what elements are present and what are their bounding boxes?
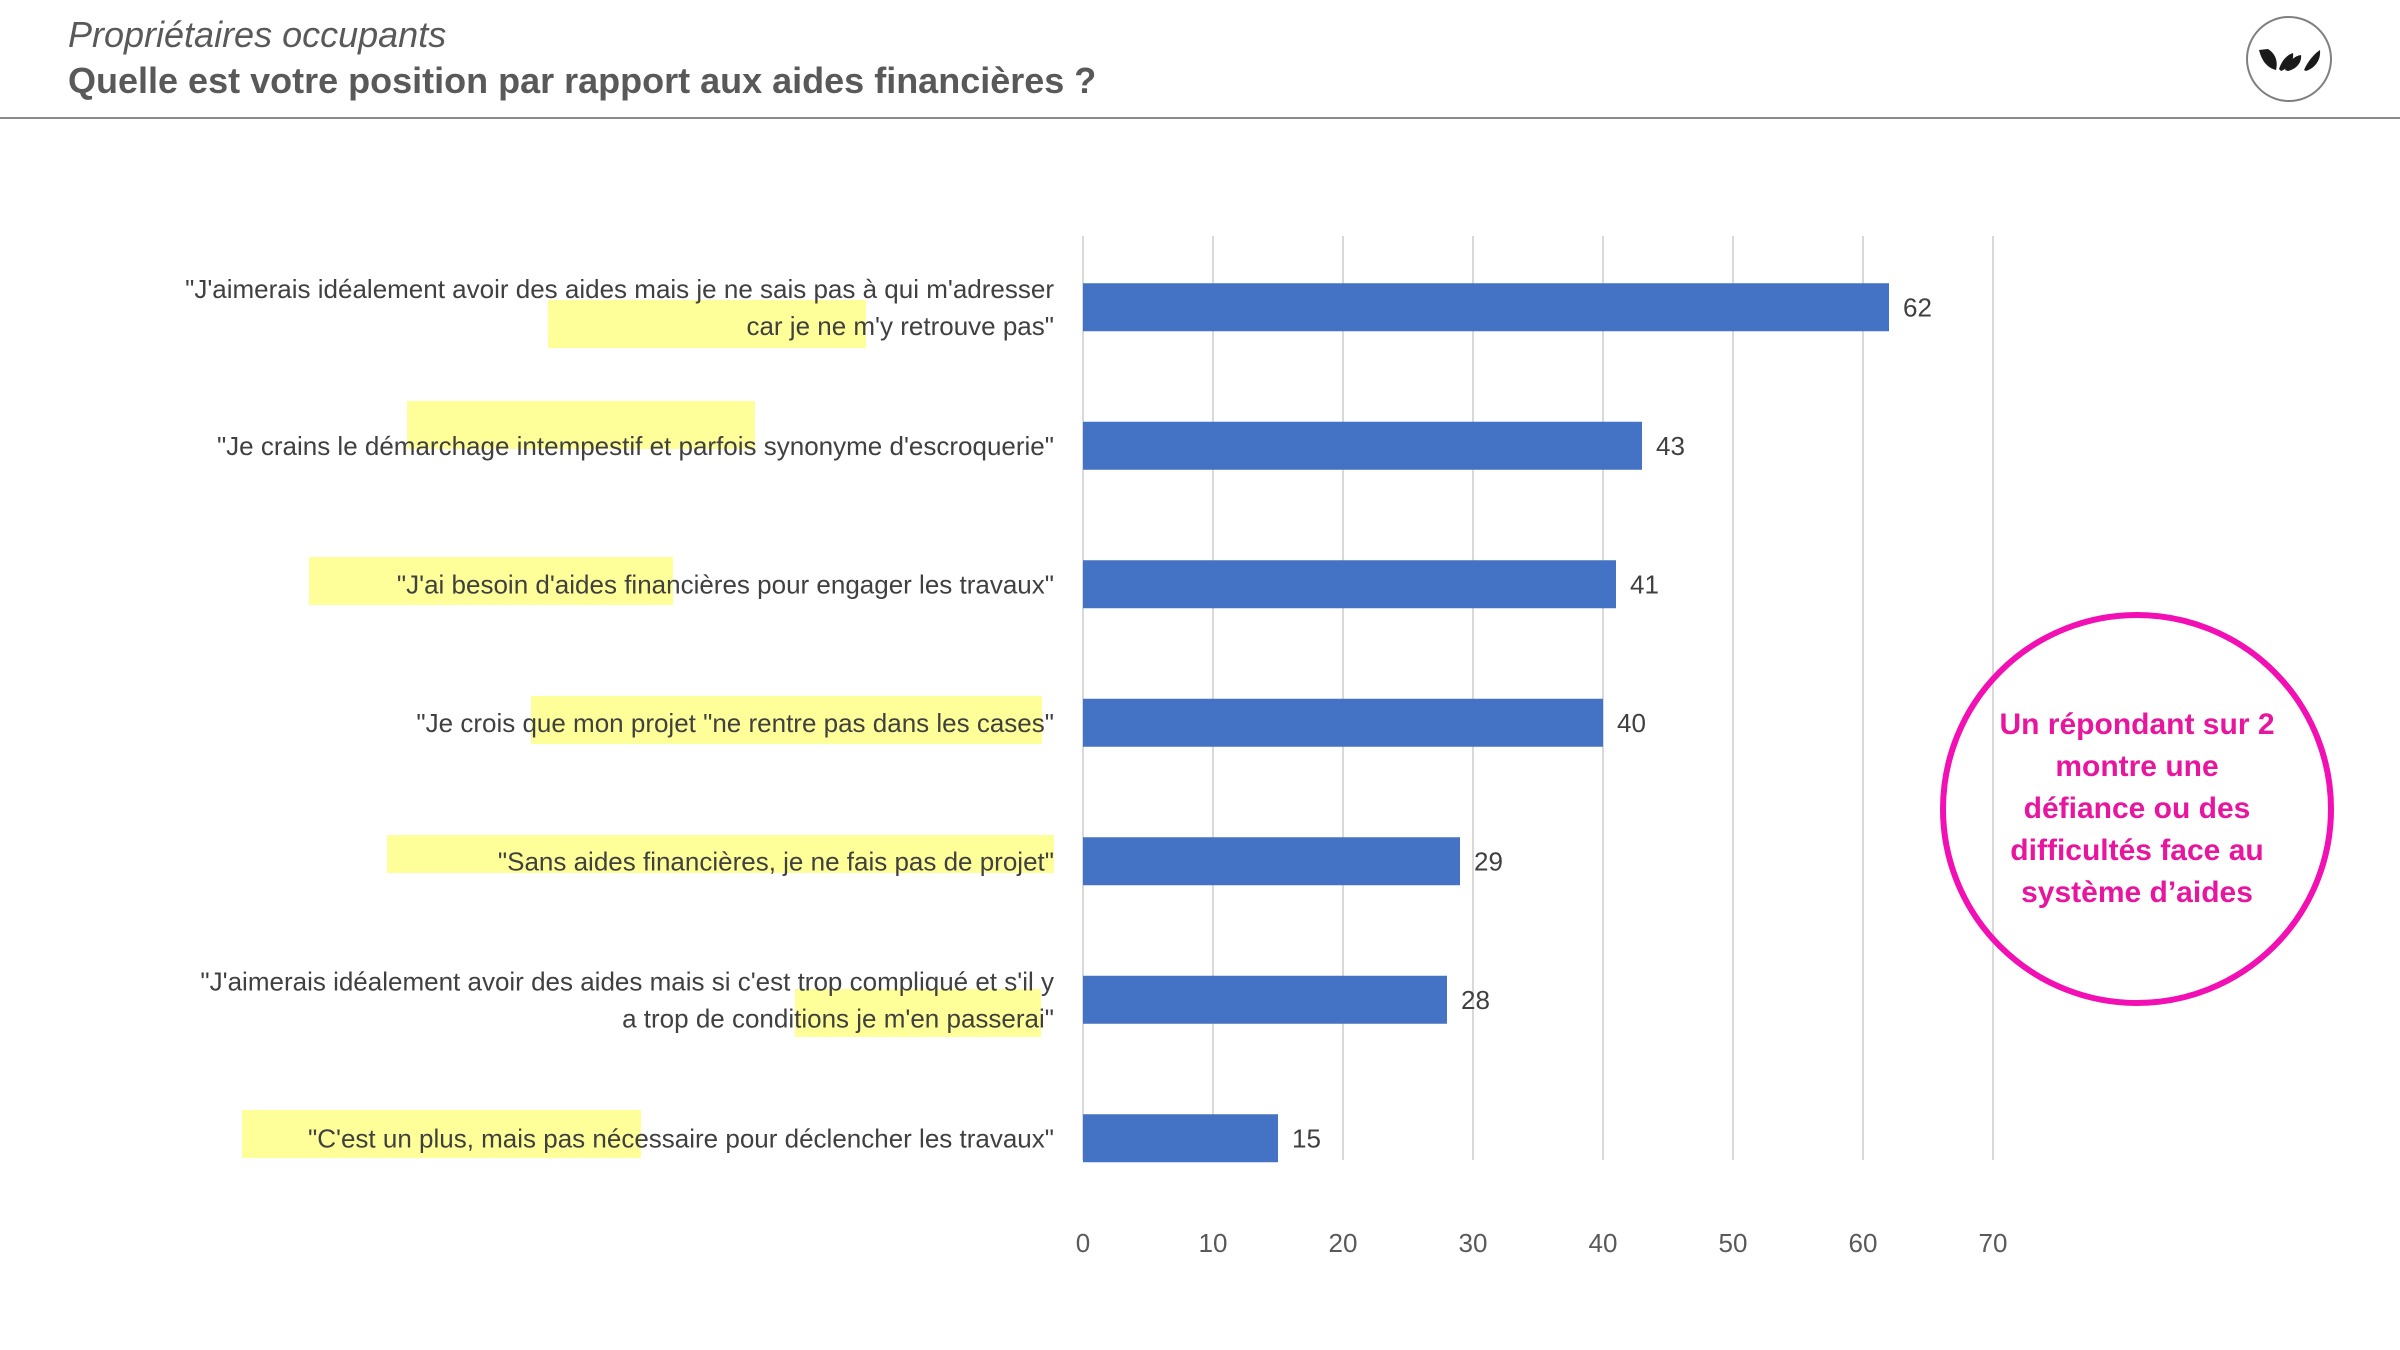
label-highlight [795, 989, 1041, 1037]
data-label: 29 [1474, 846, 1503, 876]
category-label: "J'aimerais idéalement avoir des aides m… [200, 966, 1054, 996]
bar [1083, 698, 1603, 747]
label-highlight [387, 835, 1054, 873]
category-label: "J'aimerais idéalement avoir des aides m… [185, 274, 1054, 304]
callout-circle: Un répondant sur 2 montre une défiance o… [1940, 612, 2334, 1006]
category-label: car je ne m'y retrouve pas" [746, 311, 1054, 341]
category-label: "J'ai besoin d'aides financières pour en… [397, 569, 1054, 599]
label-highlight [309, 557, 673, 605]
leaves-logo-icon [2246, 16, 2332, 102]
x-tick-label: 40 [1589, 1228, 1618, 1258]
label-highlight [531, 696, 1042, 744]
label-highlight [242, 1110, 641, 1158]
data-label: 40 [1617, 708, 1646, 738]
label-highlight [548, 300, 866, 348]
bar [1083, 421, 1642, 470]
header-divider [0, 117, 2400, 119]
callout-text: Un répondant sur 2 montre une défiance o… [1999, 708, 2275, 909]
data-label: 15 [1292, 1123, 1321, 1153]
bar [1083, 283, 1889, 332]
label-highlight [407, 401, 755, 449]
page-title: Quelle est votre position par rapport au… [68, 60, 1097, 101]
x-tick-label: 60 [1849, 1228, 1878, 1258]
data-label: 28 [1461, 985, 1490, 1015]
x-tick-label: 0 [1076, 1228, 1090, 1258]
x-tick-label: 30 [1459, 1228, 1488, 1258]
category-label: "Je crains le démarchage intempestif et … [217, 431, 1054, 461]
x-tick-label: 10 [1199, 1228, 1228, 1258]
bar [1083, 560, 1616, 609]
data-label: 43 [1656, 431, 1685, 461]
bar [1083, 837, 1460, 886]
category-label: "Je crois que mon projet "ne rentre pas … [416, 708, 1054, 738]
data-label: 41 [1630, 569, 1659, 599]
category-label: a trop de conditions je m'en passerai" [622, 1003, 1054, 1033]
x-tick-label: 50 [1719, 1228, 1748, 1258]
x-tick-label: 20 [1329, 1228, 1358, 1258]
x-tick-label: 70 [1979, 1228, 2008, 1258]
page-subtitle: Propriétaires occupants [68, 14, 447, 55]
category-label: "C'est un plus, mais pas nécessaire pour… [308, 1123, 1054, 1153]
bar [1083, 975, 1447, 1024]
bar [1083, 1114, 1278, 1163]
category-label: "Sans aides financières, je ne fais pas … [498, 846, 1054, 876]
data-label: 62 [1903, 292, 1932, 322]
